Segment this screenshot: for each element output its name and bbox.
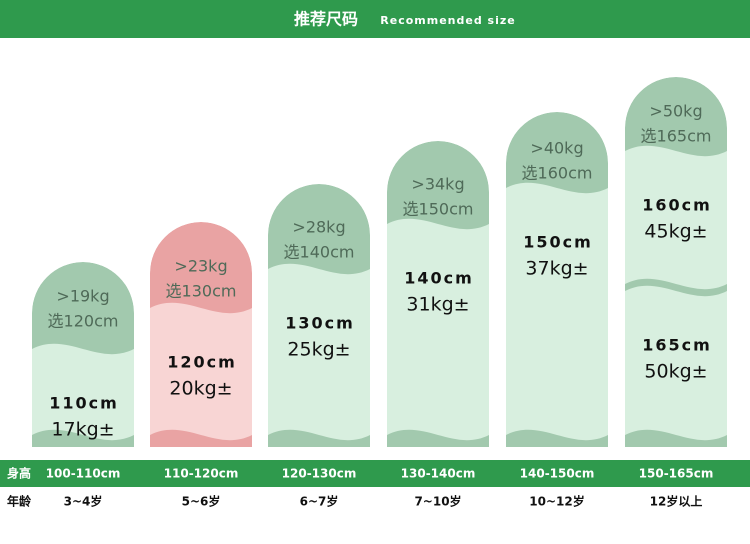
- age-range: 7~10岁: [414, 494, 461, 509]
- height-range: 150-165cm: [639, 467, 714, 481]
- size-weight: 25kg±: [287, 339, 350, 361]
- age-range: 3~4岁: [64, 494, 103, 509]
- size-height: 120cm: [167, 353, 237, 372]
- header-title: 推荐尺码: [294, 10, 358, 29]
- pillar: [506, 112, 608, 447]
- age-range: 5~6岁: [182, 494, 221, 509]
- pillar-band: [625, 285, 727, 441]
- size-weight: 50kg±: [644, 361, 707, 383]
- weight-threshold: >28kg: [292, 218, 345, 237]
- size-height: 130cm: [285, 314, 355, 333]
- pillar-band: [268, 263, 370, 441]
- pillar: [150, 222, 252, 447]
- size-weight: 17kg±: [51, 419, 114, 441]
- size-weight: 45kg±: [644, 221, 707, 243]
- size-weight: 31kg±: [406, 294, 469, 316]
- height-range: 130-140cm: [401, 467, 476, 481]
- pillar: [268, 184, 370, 447]
- size-weight: 20kg±: [169, 378, 232, 400]
- height-range: 140-150cm: [520, 467, 595, 481]
- pick-size: 选120cm: [48, 312, 119, 331]
- pillar-band: [32, 343, 134, 441]
- weight-threshold: >19kg: [56, 287, 109, 306]
- size-height: 165cm: [642, 336, 712, 355]
- pillar: [387, 141, 489, 447]
- age-range: 10~12岁: [529, 494, 584, 509]
- pick-size: 选160cm: [522, 164, 593, 183]
- pillar-band: [625, 145, 727, 290]
- age-range: 6~7岁: [300, 494, 339, 509]
- size-height: 140cm: [404, 269, 474, 288]
- weight-threshold: >23kg: [174, 257, 227, 276]
- height-range: 110-120cm: [164, 467, 239, 481]
- pillar: [32, 262, 134, 447]
- pillar-band: [506, 182, 608, 441]
- weight-threshold: >50kg: [649, 102, 702, 121]
- weight-threshold: >40kg: [530, 139, 583, 158]
- pillar-band: [150, 302, 252, 441]
- pick-size: 选130cm: [166, 282, 237, 301]
- height-range: 100-110cm: [46, 467, 121, 481]
- pillar-band: [387, 218, 489, 441]
- row-label: 年龄: [7, 494, 32, 509]
- pick-size: 选150cm: [403, 200, 474, 219]
- pick-size: 选165cm: [641, 127, 712, 146]
- size-height: 150cm: [523, 233, 593, 252]
- pick-size: 选140cm: [284, 243, 355, 262]
- header-bar: [0, 0, 750, 38]
- size-height: 110cm: [49, 394, 119, 413]
- height-range: 120-130cm: [282, 467, 357, 481]
- row-label: 身高: [7, 466, 31, 481]
- size-height: 160cm: [642, 196, 712, 215]
- header-subtitle: Recommended size: [380, 14, 515, 27]
- age-range: 12岁以上: [650, 494, 703, 509]
- weight-threshold: >34kg: [411, 175, 464, 194]
- height-row-bar: [0, 460, 750, 487]
- pillar: [625, 77, 727, 447]
- size-weight: 37kg±: [525, 258, 588, 280]
